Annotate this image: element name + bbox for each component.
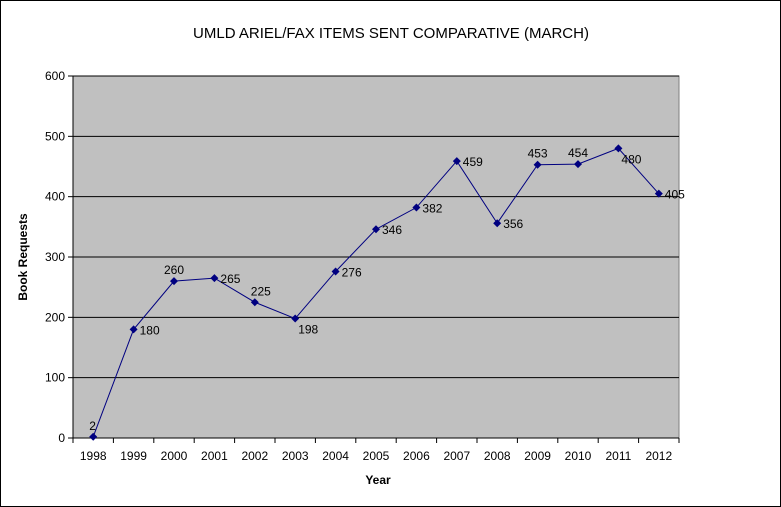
x-tick-label: 2001 (201, 449, 228, 463)
data-point-marker (614, 144, 623, 153)
data-point-marker (654, 189, 663, 198)
data-label: 453 (528, 147, 548, 161)
data-label: 382 (422, 202, 442, 216)
data-label: 276 (342, 265, 362, 279)
x-tick-label: 2004 (322, 449, 349, 463)
data-point-marker (533, 160, 542, 169)
data-label: 405 (665, 188, 685, 202)
x-tick-label: 2008 (484, 449, 511, 463)
data-point-marker (331, 267, 340, 276)
x-tick-label: 2000 (161, 449, 188, 463)
data-label: 459 (463, 155, 483, 169)
data-point-marker (170, 277, 178, 286)
y-tick-label: 600 (45, 69, 65, 83)
y-tick-label: 400 (45, 190, 65, 204)
y-tick-label: 500 (45, 129, 65, 143)
data-point-marker (452, 157, 461, 166)
x-tick-label: 2012 (645, 449, 672, 463)
data-label: 2 (89, 419, 96, 433)
data-point-marker (574, 160, 582, 169)
y-tick-label: 100 (45, 371, 65, 385)
x-tick-label: 2006 (403, 449, 430, 463)
data-label: 260 (164, 263, 184, 277)
data-label: 346 (382, 223, 402, 237)
data-point-marker (129, 325, 138, 334)
data-point-marker (89, 432, 98, 441)
x-axis-label: Year (365, 473, 391, 487)
x-tick-label: 2009 (524, 449, 551, 463)
y-axis-label: Book Requests (16, 213, 30, 301)
x-tick-label: 1998 (80, 449, 107, 463)
data-label: 454 (568, 146, 588, 160)
x-tick-label: 2011 (605, 449, 631, 463)
data-label: 480 (621, 152, 641, 166)
data-point-marker (250, 298, 259, 307)
data-label: 198 (298, 323, 318, 337)
x-tick-label: 2005 (363, 449, 390, 463)
x-tick-label: 2010 (565, 449, 592, 463)
data-point-marker (493, 219, 502, 228)
data-label: 356 (503, 217, 523, 231)
x-tick-label: 2002 (241, 449, 268, 463)
data-point-marker (412, 203, 421, 212)
data-point-marker (210, 274, 219, 283)
data-label: 180 (140, 323, 160, 337)
data-label: 265 (220, 272, 240, 286)
x-tick-label: 1999 (120, 449, 147, 463)
data-label: 225 (251, 284, 271, 298)
x-tick-label: 2007 (443, 449, 470, 463)
chart-title: UMLD ARIEL/FAX ITEMS SENT COMPARATIVE (M… (193, 25, 589, 42)
data-point-marker (372, 225, 380, 234)
y-tick-label: 200 (45, 310, 65, 324)
y-tick-label: 0 (58, 431, 65, 445)
data-point-marker (291, 314, 300, 323)
y-tick-label: 300 (45, 250, 65, 264)
x-tick-label: 2003 (282, 449, 309, 463)
